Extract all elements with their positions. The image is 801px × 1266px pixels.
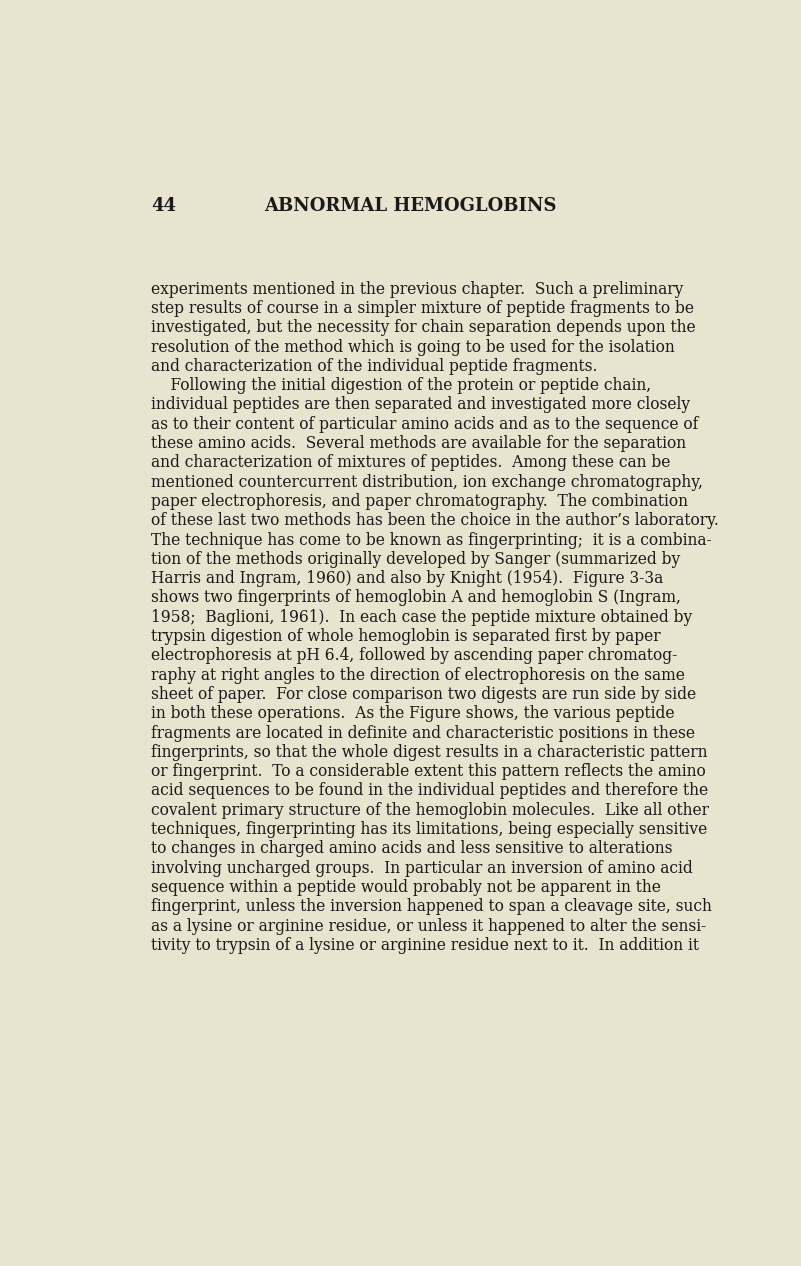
Text: Following the initial digestion of the protein or peptide chain,: Following the initial digestion of the p… <box>151 377 651 394</box>
Text: trypsin digestion of whole hemoglobin is separated first by paper: trypsin digestion of whole hemoglobin is… <box>151 628 661 644</box>
Text: investigated, but the necessity for chain separation depends upon the: investigated, but the necessity for chai… <box>151 319 695 337</box>
Text: tion of the methods originally developed by Sanger (summarized by: tion of the methods originally developed… <box>151 551 680 568</box>
Text: these amino acids.  Several methods are available for the separation: these amino acids. Several methods are a… <box>151 436 686 452</box>
Text: as a lysine or arginine residue, or unless it happened to alter the sensi-: as a lysine or arginine residue, or unle… <box>151 918 706 934</box>
Text: in both these operations.  As the Figure shows, the various peptide: in both these operations. As the Figure … <box>151 705 674 722</box>
Text: Harris and Ingram, 1960) and also by Knight (1954).  Figure 3-3a: Harris and Ingram, 1960) and also by Kni… <box>151 570 663 587</box>
Text: sheet of paper.  For close comparison two digests are run side by side: sheet of paper. For close comparison two… <box>151 686 696 703</box>
Text: or fingerprint.  To a considerable extent this pattern reflects the amino: or fingerprint. To a considerable extent… <box>151 763 706 780</box>
Text: tivity to trypsin of a lysine or arginine residue next to it.  In addition it: tivity to trypsin of a lysine or arginin… <box>151 937 699 953</box>
Text: acid sequences to be found in the individual peptides and therefore the: acid sequences to be found in the indivi… <box>151 782 708 799</box>
Text: 1958;  Baglioni, 1961).  In each case the peptide mixture obtained by: 1958; Baglioni, 1961). In each case the … <box>151 609 692 625</box>
Text: individual peptides are then separated and investigated more closely: individual peptides are then separated a… <box>151 396 690 414</box>
Text: resolution of the method which is going to be used for the isolation: resolution of the method which is going … <box>151 338 674 356</box>
Text: and characterization of mixtures of peptides.  Among these can be: and characterization of mixtures of pept… <box>151 454 670 471</box>
Text: fragments are located in definite and characteristic positions in these: fragments are located in definite and ch… <box>151 724 695 742</box>
Text: as to their content of particular amino acids and as to the sequence of: as to their content of particular amino … <box>151 415 698 433</box>
Text: ABNORMAL HEMOGLOBINS: ABNORMAL HEMOGLOBINS <box>264 197 557 215</box>
Text: fingerprint, unless the inversion happened to span a cleavage site, such: fingerprint, unless the inversion happen… <box>151 899 712 915</box>
Text: electrophoresis at pH 6.4, followed by ascending paper chromatog-: electrophoresis at pH 6.4, followed by a… <box>151 647 678 665</box>
Text: of these last two methods has been the choice in the author’s laboratory.: of these last two methods has been the c… <box>151 513 719 529</box>
Text: sequence within a peptide would probably not be apparent in the: sequence within a peptide would probably… <box>151 879 661 896</box>
Text: to changes in charged amino acids and less sensitive to alterations: to changes in charged amino acids and le… <box>151 841 673 857</box>
Text: and characterization of the individual peptide fragments.: and characterization of the individual p… <box>151 358 598 375</box>
Text: shows two fingerprints of hemoglobin A and hemoglobin S (Ingram,: shows two fingerprints of hemoglobin A a… <box>151 590 681 606</box>
Text: paper electrophoresis, and paper chromatography.  The combination: paper electrophoresis, and paper chromat… <box>151 492 688 510</box>
Text: The technique has come to be known as fingerprinting;  it is a combina-: The technique has come to be known as fi… <box>151 532 711 548</box>
Text: 44: 44 <box>151 197 176 215</box>
Text: techniques, fingerprinting has its limitations, being especially sensitive: techniques, fingerprinting has its limit… <box>151 822 707 838</box>
Text: step results of course in a simpler mixture of peptide fragments to be: step results of course in a simpler mixt… <box>151 300 694 316</box>
Text: experiments mentioned in the previous chapter.  Such a preliminary: experiments mentioned in the previous ch… <box>151 281 683 298</box>
Text: covalent primary structure of the hemoglobin molecules.  Like all other: covalent primary structure of the hemogl… <box>151 801 709 819</box>
Text: fingerprints, so that the whole digest results in a characteristic pattern: fingerprints, so that the whole digest r… <box>151 744 707 761</box>
Text: raphy at right angles to the direction of electrophoresis on the same: raphy at right angles to the direction o… <box>151 667 685 684</box>
Text: mentioned countercurrent distribution, ion exchange chromatography,: mentioned countercurrent distribution, i… <box>151 473 703 491</box>
Text: involving uncharged groups.  In particular an inversion of amino acid: involving uncharged groups. In particula… <box>151 860 693 876</box>
